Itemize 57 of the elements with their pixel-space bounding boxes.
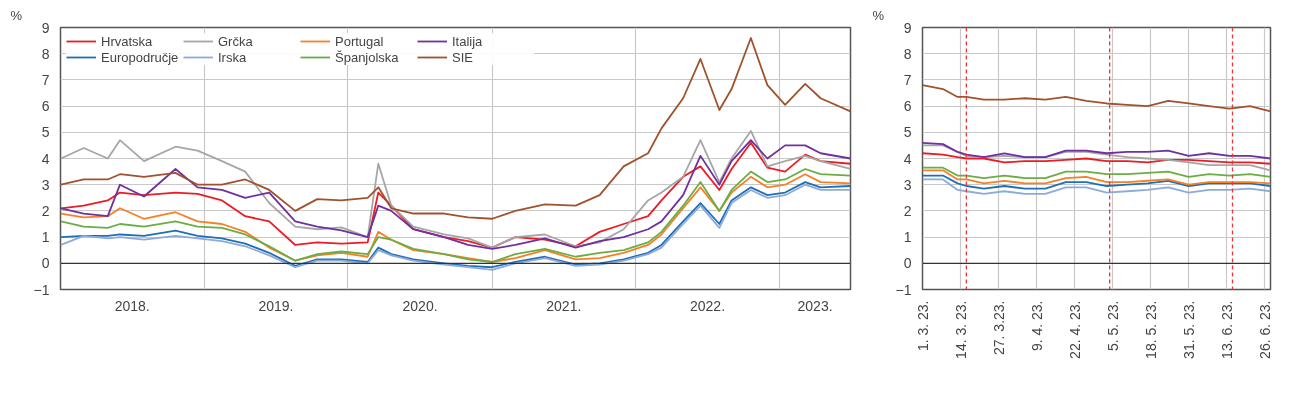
y-tick-label: 7 xyxy=(903,71,912,88)
y-tick-label: 0 xyxy=(41,255,50,272)
legend-label: Hrvatska xyxy=(101,33,154,49)
line-series xyxy=(922,152,1271,165)
y-tick-label: −1 xyxy=(33,281,50,298)
legend-label: Italija xyxy=(452,33,484,49)
line-series xyxy=(922,144,1271,172)
line-series xyxy=(922,174,1271,190)
x-tick-label: 27. 3.23. xyxy=(990,300,1007,355)
x-tick-label: 22. 4. 23. xyxy=(1066,300,1083,359)
y-tick-label: 4 xyxy=(41,150,50,167)
line-series xyxy=(922,169,1271,186)
x-tick-label: 2023. xyxy=(797,297,833,314)
y-tick-label: 2 xyxy=(903,202,912,219)
x-tick-label: 1. 3. 23. xyxy=(914,300,931,352)
y-tick-label: −1 xyxy=(895,281,912,298)
legend-label: Grčka xyxy=(218,33,254,49)
x-tick-label: 2018. xyxy=(114,297,150,314)
y-axis-title: % xyxy=(10,7,23,23)
x-tick-label: 14. 3. 23. xyxy=(952,300,969,359)
x-tick-label: 2019. xyxy=(258,297,294,314)
x-tick-label: 2021. xyxy=(546,297,582,314)
x-tick-label: 2022. xyxy=(690,297,726,314)
y-tick-label: 8 xyxy=(41,45,50,62)
x-tick-label: 13. 6. 23. xyxy=(1218,300,1235,359)
line-series xyxy=(922,178,1271,195)
line-series xyxy=(922,84,1271,113)
y-tick-label: 1 xyxy=(41,229,50,246)
y-tick-label: 9 xyxy=(903,19,912,36)
x-tick-label: 2020. xyxy=(402,297,438,314)
line-series xyxy=(60,37,851,220)
line-series xyxy=(922,141,1271,160)
y-tick-label: 3 xyxy=(41,176,50,193)
y-tick-label: 4 xyxy=(903,150,912,167)
legend-label: Europodručje xyxy=(101,49,180,65)
y-tick-label: 2 xyxy=(41,202,50,219)
y-tick-label: 6 xyxy=(41,98,50,115)
y-tick-label: 5 xyxy=(903,124,912,141)
y-tick-label: 9 xyxy=(41,19,50,36)
x-tick-label: 26. 6. 23. xyxy=(1256,300,1273,359)
y-tick-label: 5 xyxy=(41,124,50,141)
y-tick-label: 3 xyxy=(903,176,912,193)
y-tick-label: 0 xyxy=(903,255,912,272)
y-tick-label: 6 xyxy=(903,98,912,115)
y-axis-title: % xyxy=(872,7,885,23)
y-tick-label: 8 xyxy=(903,45,912,62)
legend-label: Portugal xyxy=(335,33,385,49)
x-tick-label: 18. 5. 23. xyxy=(1142,300,1159,359)
legend-label: SIE xyxy=(452,49,474,65)
x-tick-label: 5. 5. 23. xyxy=(1104,300,1121,352)
y-tick-label: 1 xyxy=(903,229,912,246)
x-tick-label: 31. 5. 23. xyxy=(1180,300,1197,359)
legend-label: Španjolska xyxy=(335,49,400,65)
y-tick-label: 7 xyxy=(41,71,50,88)
legend-label: Irska xyxy=(218,49,248,65)
x-tick-label: 9. 4. 23. xyxy=(1028,300,1045,352)
line-series xyxy=(922,166,1271,180)
